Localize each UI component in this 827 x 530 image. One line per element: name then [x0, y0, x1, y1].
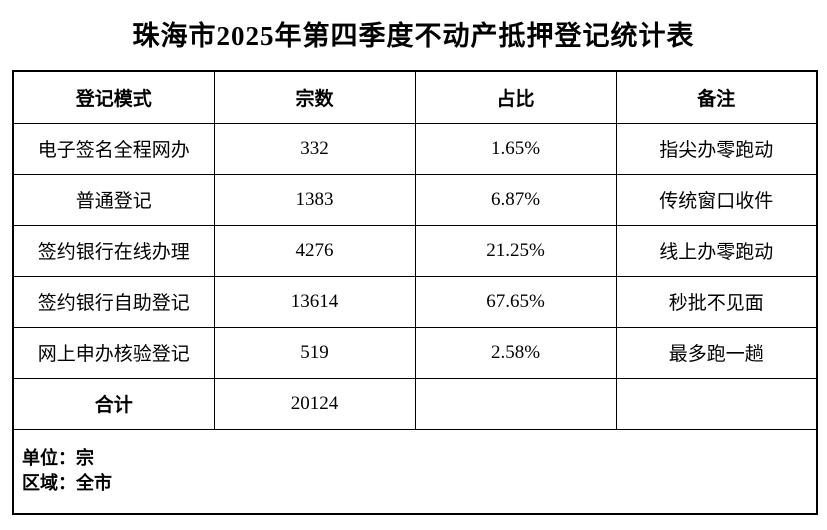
col-header-percent: 占比: [414, 70, 617, 124]
table-body: 电子签名全程网办 332 1.65% 指尖办零跑动 普通登记 1383 6.87…: [12, 122, 818, 515]
cell-remark: 传统窗口收件: [615, 173, 818, 226]
col-header-mode: 登记模式: [12, 70, 215, 124]
header-row: 登记模式 宗数 占比 备注: [12, 70, 818, 124]
footnote-row: 单位：宗 区域：全市: [12, 428, 818, 515]
col-header-remark: 备注: [615, 70, 818, 124]
page-title: 珠海市2025年第四季度不动产抵押登记统计表: [132, 21, 695, 51]
cell-percent: 2.58%: [414, 326, 617, 379]
unit-note: 单位：宗: [22, 448, 94, 469]
cell-count: 4276: [213, 224, 416, 277]
table-row: 网上申办核验登记 519 2.58% 最多跑一趟: [12, 326, 818, 379]
total-row: 合计 20124: [12, 377, 818, 430]
cell-percent: 1.65%: [414, 122, 617, 175]
total-count: 20124: [213, 377, 416, 430]
cell-mode: 签约银行自助登记: [12, 275, 215, 328]
col-header-count: 宗数: [213, 70, 416, 124]
cell-remark: 秒批不见面: [615, 275, 818, 328]
cell-count: 519: [213, 326, 416, 379]
cell-remark: 最多跑一趟: [615, 326, 818, 379]
cell-percent: 21.25%: [414, 224, 617, 277]
total-remark: [615, 377, 818, 430]
total-percent: [414, 377, 617, 430]
cell-mode: 普通登记: [12, 173, 215, 226]
stats-table: 登记模式 宗数 占比 备注 电子签名全程网办 332 1.65% 指尖办零跑动 …: [12, 70, 818, 515]
table-row: 签约银行在线办理 4276 21.25% 线上办零跑动: [12, 224, 818, 277]
cell-mode: 网上申办核验登记: [12, 326, 215, 379]
table-row: 签约银行自助登记 13614 67.65% 秒批不见面: [12, 275, 818, 328]
cell-percent: 6.87%: [414, 173, 617, 226]
cell-count: 13614: [213, 275, 416, 328]
table-row: 电子签名全程网办 332 1.65% 指尖办零跑动: [12, 122, 818, 175]
cell-count: 1383: [213, 173, 416, 226]
cell-mode: 签约银行在线办理: [12, 224, 215, 277]
cell-remark: 线上办零跑动: [615, 224, 818, 277]
footnote-cell: 单位：宗 区域：全市: [12, 428, 818, 515]
cell-mode: 电子签名全程网办: [12, 122, 215, 175]
cell-percent: 67.65%: [414, 275, 617, 328]
total-label: 合计: [12, 377, 215, 430]
cell-remark: 指尖办零跑动: [615, 122, 818, 175]
table-header: 登记模式 宗数 占比 备注: [12, 70, 818, 124]
region-note: 区域：全市: [22, 473, 112, 494]
table-row: 普通登记 1383 6.87% 传统窗口收件: [12, 173, 818, 226]
cell-count: 332: [213, 122, 416, 175]
